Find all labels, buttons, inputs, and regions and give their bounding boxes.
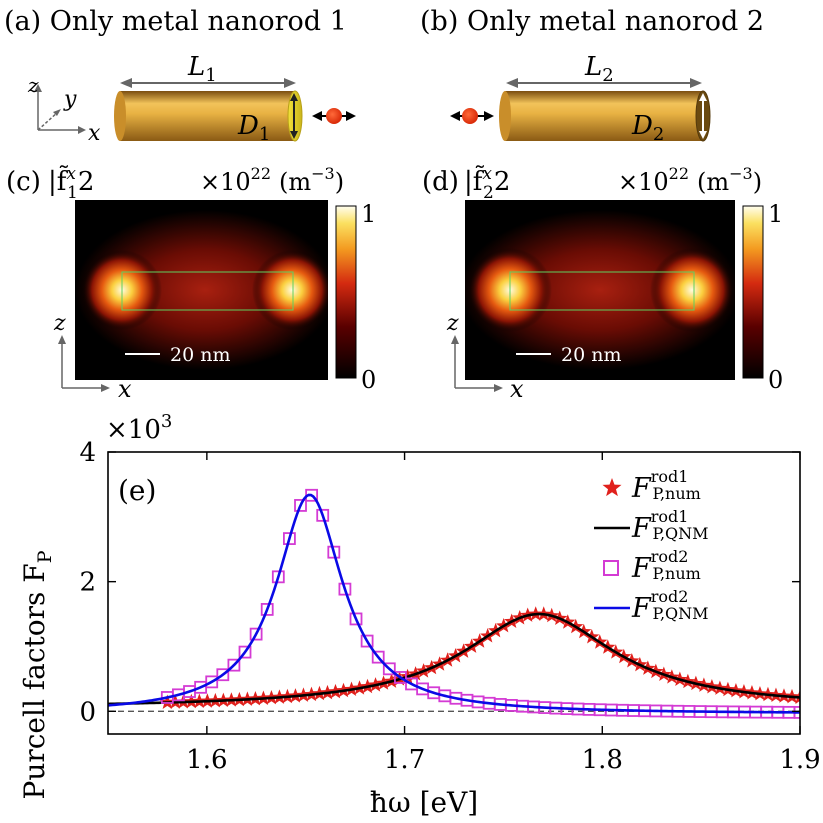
axis-d-x: x xyxy=(510,375,524,403)
rods-illustration: z y x L1 D1 L2 D2 xyxy=(27,52,711,146)
colorbar-d-max: 1 xyxy=(768,200,783,228)
rod2-num-point xyxy=(338,582,352,596)
rod1-diameter-label: D1 xyxy=(237,111,270,145)
axes-d-icon xyxy=(451,335,503,392)
legend-square-marker xyxy=(603,560,619,576)
rod2-qnm-line xyxy=(108,493,800,714)
rod2-num-point xyxy=(238,645,252,659)
rod1-length-label: L1 xyxy=(187,52,217,86)
diameter-arrow-2 xyxy=(699,93,707,139)
colorbar-d xyxy=(742,205,764,379)
rod-outline-d xyxy=(509,271,695,311)
scalebar-d-label: 20 nm xyxy=(561,344,621,366)
panel-b-title-text: Only metal nanorod 2 xyxy=(466,6,765,37)
panel-d-label: (d) xyxy=(422,167,459,197)
rod2-num-point xyxy=(349,612,363,626)
rod2-num-point xyxy=(216,668,230,682)
axis3d-x-label: x xyxy=(88,121,101,146)
rod2-num-point xyxy=(249,627,263,641)
purcell-chart: 1.6 1.7 1.8 1.9 0 2 4 ×103 (e) Purcell factors… xyxy=(18,411,821,819)
x-tick-label: 1.8 xyxy=(582,745,623,775)
axis-c-z: z xyxy=(53,311,66,336)
plot-frame xyxy=(107,451,801,735)
diameter-arrow-1 xyxy=(290,93,298,139)
y-tick-label: 0 xyxy=(79,697,96,727)
panel-a-title-text: Only metal nanorod 1 xyxy=(49,6,347,37)
plot-area: 1.6 1.7 1.8 1.9 0 2 4 xyxy=(79,438,820,775)
legend-label: Frod2 P,num xyxy=(631,547,701,584)
legend-star-marker xyxy=(602,478,622,497)
nanorod-2 xyxy=(499,90,711,142)
series-group xyxy=(108,488,800,719)
panel-b-label: (b) xyxy=(420,6,459,37)
rod-outline-c xyxy=(121,271,294,311)
rod2-num-point xyxy=(327,545,341,559)
panel-d-quantity: |f̃x 22 xyxy=(464,164,510,203)
length-arrow-2 xyxy=(506,78,702,88)
colorbar-c-max: 1 xyxy=(361,200,376,228)
field-maps: (c) |f̃x 12 ×1022 (m−3) 20 nm 1 0 z x (d) … xyxy=(6,164,783,403)
panel-c-scale: ×1022 (m−3) xyxy=(200,164,344,196)
field-map-c xyxy=(75,200,328,380)
axis3d-z-label: z xyxy=(27,73,39,97)
rod2-num-point xyxy=(371,650,385,664)
rod2-num-point xyxy=(394,671,407,684)
x-tick-label: 1.7 xyxy=(384,745,425,775)
x-tick-label: 1.6 xyxy=(186,745,227,775)
y-tick-label: 2 xyxy=(79,568,96,598)
axis-d-z: z xyxy=(446,311,459,336)
dipole-2-icon xyxy=(450,108,494,124)
axes-3d-icon xyxy=(34,84,86,134)
rod2-num-point xyxy=(360,634,374,648)
rod2-num-point xyxy=(316,508,330,522)
length-arrow-1 xyxy=(120,78,296,88)
axis-c-x: x xyxy=(118,375,132,403)
y-tick-label: 4 xyxy=(79,438,96,468)
legend-label: Frod1 P,num xyxy=(631,467,701,504)
axis3d-y-label: y xyxy=(63,87,77,112)
rod2-diameter-label: D2 xyxy=(631,111,664,145)
rod2-length-label: L2 xyxy=(584,52,614,86)
y-axis-label: Purcell factors FP xyxy=(18,550,56,799)
nanorod-1 xyxy=(114,90,303,142)
colorbar-c-min: 0 xyxy=(361,366,376,394)
dipole-1-icon xyxy=(312,108,356,124)
rod2-num-point xyxy=(294,499,307,512)
x-tick-label: 1.9 xyxy=(779,745,820,775)
rod1-qnm-line xyxy=(108,612,800,706)
rod2-num-point xyxy=(260,603,274,616)
x-axis-label: ħω [eV] xyxy=(370,786,478,819)
legend-label: Frod1 P,QNM xyxy=(631,507,709,544)
axes-c-icon xyxy=(58,335,110,392)
rod2-num-point xyxy=(382,662,396,676)
colorbar-c xyxy=(335,205,357,379)
panel-d-scale: ×1022 (m−3) xyxy=(618,164,762,196)
rod2-num-point xyxy=(271,570,285,584)
panel-a-label: (a) xyxy=(4,6,42,37)
y-multiplier: ×103 xyxy=(106,411,172,445)
scalebar-c-label: 20 nm xyxy=(170,344,230,366)
rod2-num-point xyxy=(227,658,241,672)
colorbar-d-min: 0 xyxy=(768,366,783,394)
rod2-num-point xyxy=(205,675,219,689)
rod2-num-point xyxy=(283,532,296,545)
panel-b-title: (b) Only metal nanorod 2 xyxy=(420,6,764,37)
panel-e-label: (e) xyxy=(118,474,156,507)
panel-a-title: (a) Only metal nanorod 1 xyxy=(4,6,347,37)
panel-c-label: (c) xyxy=(6,167,41,197)
panel-c-quantity: |f̃x 12 xyxy=(48,164,94,203)
field-map-d xyxy=(465,200,735,380)
legend-label: Frod2 P,QNM xyxy=(631,587,709,624)
